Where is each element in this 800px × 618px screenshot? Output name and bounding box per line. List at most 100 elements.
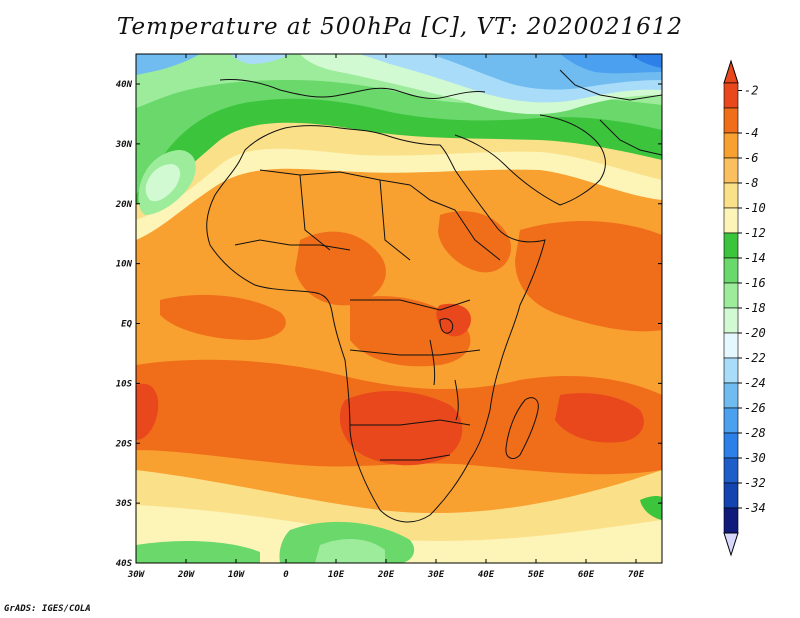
field-north-sky-2 (230, 54, 290, 64)
border-6 (349, 349, 481, 356)
field-warm-gulf (160, 294, 286, 340)
lon-tick-label: 70E (628, 570, 645, 580)
colorbar-swatch (723, 82, 739, 109)
lat-tick-label: 30S (115, 499, 133, 509)
lon-tick-label: 60E (578, 570, 595, 580)
colorbar-label: -24 (744, 376, 766, 390)
lake-malawi (454, 379, 459, 421)
colorbar-label: -10 (744, 201, 766, 215)
field-ne-deepblue (630, 54, 662, 68)
field-nw-blue (136, 54, 200, 75)
colorbar-label: -6 (744, 151, 758, 165)
lon-tick-label: 0 (283, 570, 289, 580)
field-south-green (136, 540, 260, 563)
colorbar-swatch (723, 182, 739, 209)
colorbar-swatch (723, 457, 739, 484)
grads-credit: GrADS: IGES/COLA (4, 604, 91, 614)
lat-tick-label: 40N (116, 80, 133, 90)
colorbar-swatch (723, 332, 739, 359)
mediterranean-north-coast (219, 79, 486, 99)
lake-victoria (439, 318, 454, 334)
temperature-field (136, 54, 662, 563)
border-3 (379, 179, 411, 261)
lon-tick-label: 10E (328, 570, 345, 580)
border-7 (350, 419, 471, 426)
colorbar-swatch (723, 232, 739, 259)
field-north-darkblue (560, 54, 662, 74)
colorbar-label: -30 (744, 451, 766, 465)
colorbar-swatch (723, 482, 739, 509)
border-5 (350, 299, 471, 311)
colorbar: -2 -4 -6 -8 -10 -12 -14 -16 -18 -20 -22 -24 -26 -28 -3… (723, 59, 766, 557)
madagascar-outline (505, 397, 539, 459)
colorbar-swatch (723, 157, 739, 184)
longitude-axis: 30W 20W 10W 0 10E 20E 30E 40E 50E 60E 70E (127, 54, 645, 580)
colorbar-swatch (723, 357, 739, 384)
border-2 (299, 174, 331, 251)
field-warm-indian (515, 220, 662, 332)
lake-tanganyika (429, 339, 436, 386)
colorbar-swatch (723, 132, 739, 159)
lon-tick-label: 10W (228, 570, 246, 580)
lon-tick-label: 20W (177, 570, 196, 580)
colorbar-label: -34 (744, 501, 766, 515)
border-4 (234, 239, 351, 251)
lat-tick-label: 40S (116, 559, 133, 569)
lat-tick-label: 10N (116, 260, 133, 270)
field-south-lightgreen (315, 538, 385, 563)
field-warm-horn (438, 211, 511, 273)
colorbar-label: -8 (744, 176, 758, 190)
colorbar-swatch (723, 107, 739, 134)
field-warm-sahel (295, 231, 386, 306)
lon-tick-label: 50E (528, 570, 545, 580)
lat-tick-label: 20S (115, 439, 133, 449)
colorbar-label: -16 (744, 276, 766, 290)
colorbar-label: -28 (744, 426, 766, 440)
colorbar-label: -4 (744, 126, 758, 140)
colorbar-label: -22 (744, 351, 766, 365)
lat-tick-label: 30N (115, 140, 133, 150)
lat-tick-label: EQ (121, 320, 132, 330)
plot-frame (135, 53, 663, 564)
colorbar-label: -14 (744, 251, 766, 265)
lat-tick-label: 10S (116, 379, 133, 389)
colorbar-swatch (723, 432, 739, 459)
colorbar-label: -12 (744, 226, 766, 240)
field-orange-kalahari (375, 468, 456, 505)
border-10 (559, 69, 662, 101)
lon-tick-label: 40E (478, 570, 495, 580)
colorbar-swatch (723, 507, 739, 534)
field-atlantic-mint (145, 164, 181, 202)
colorbar-swatch (723, 382, 739, 409)
field-south-green-3 (640, 495, 662, 520)
colorbar-top-arrow (723, 59, 739, 84)
coastlines (206, 69, 662, 523)
lon-tick-label: 30W (127, 570, 146, 580)
field-warmest-south (339, 390, 463, 466)
colorbar-swatch (723, 282, 739, 309)
colorbar-label: -2 (744, 84, 758, 98)
lon-tick-label: 20E (377, 570, 395, 580)
border-1 (259, 169, 411, 186)
colorbar-label: -18 (744, 301, 766, 315)
border-9 (409, 184, 501, 261)
colorbar-bottom-arrow (723, 532, 739, 557)
colorbar-swatch (723, 407, 739, 434)
colorbar-label: -32 (744, 476, 766, 490)
colorbar-label: -26 (744, 401, 766, 415)
field-warmest-mid (436, 303, 471, 337)
field-south-pale (136, 505, 662, 563)
africa-coastline (206, 125, 546, 523)
chart-title: Temperature at 500hPa [C], VT: 202002161… (116, 14, 684, 40)
colorbar-label: -20 (744, 326, 766, 340)
colorbar-swatch (723, 257, 739, 284)
border-8 (380, 454, 451, 461)
border-11 (599, 119, 662, 156)
latitude-axis: 40N 30N 20N 10N EQ 10S 20S 30S 40S (115, 80, 662, 569)
field-warmest-west (136, 383, 159, 440)
field-warmest-east (555, 393, 644, 443)
colorbar-swatch (723, 307, 739, 334)
arabia-outline (454, 114, 606, 206)
colorbar-swatch (723, 207, 739, 234)
lon-tick-label: 30E (427, 570, 445, 580)
